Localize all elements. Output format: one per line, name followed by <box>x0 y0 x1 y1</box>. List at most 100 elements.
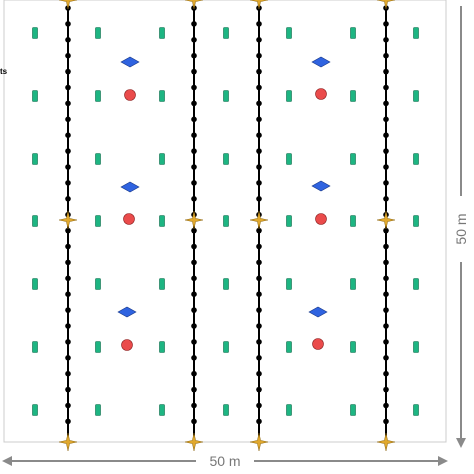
row-node <box>256 243 262 250</box>
row-node <box>191 370 197 377</box>
row-node <box>256 355 262 361</box>
height-label: 50 m <box>453 213 469 244</box>
green-marker-icon <box>159 215 165 227</box>
row-node <box>256 259 262 266</box>
anchor-star-icon <box>249 432 269 452</box>
row-node <box>65 370 71 377</box>
row-node <box>191 227 197 234</box>
red-circle-icon <box>124 89 136 101</box>
row-node <box>256 402 262 409</box>
anchor-points <box>58 0 396 452</box>
row-node <box>256 339 262 345</box>
row-node <box>256 196 262 202</box>
row-node <box>256 148 262 154</box>
row-node <box>191 52 197 59</box>
green-marker-icon <box>286 404 292 416</box>
row-node <box>65 386 71 393</box>
row-node <box>191 132 197 138</box>
green-marker-icon <box>32 90 38 102</box>
row-node <box>383 259 389 266</box>
row-node <box>191 148 197 154</box>
row-node <box>383 84 389 91</box>
row-node <box>191 243 197 250</box>
row-node <box>383 37 389 43</box>
row-node <box>191 21 197 27</box>
row-node <box>65 21 71 27</box>
red-circle-icon <box>315 88 327 100</box>
green-marker-icon <box>350 404 356 416</box>
row-node <box>191 100 197 107</box>
row-node <box>65 116 71 123</box>
green-marker-icon <box>159 90 165 102</box>
row-node <box>191 402 197 409</box>
row-node <box>191 386 197 393</box>
row-node <box>256 68 262 75</box>
row-node <box>383 21 389 27</box>
green-marker-icon <box>95 404 101 416</box>
anchor-star-icon <box>376 0 396 10</box>
green-marker-icon <box>413 404 419 416</box>
row-node <box>65 148 71 154</box>
row-node <box>191 291 197 298</box>
row-node <box>256 100 262 107</box>
row-node <box>256 132 262 138</box>
green-markers <box>32 27 419 416</box>
green-marker-icon <box>95 278 101 290</box>
row-node <box>256 52 262 59</box>
anchor-star-icon <box>184 0 204 10</box>
blue-diamond-icon <box>311 56 331 68</box>
row-node <box>65 291 71 298</box>
green-marker-icon <box>32 404 38 416</box>
row-node <box>65 418 71 425</box>
row-node <box>256 180 262 186</box>
green-marker-icon <box>413 153 419 165</box>
blue-diamond-icon <box>308 306 328 318</box>
row-node <box>191 307 197 313</box>
row-node <box>256 116 262 123</box>
row-node <box>65 68 71 75</box>
green-marker-icon <box>159 341 165 353</box>
row-node <box>191 355 197 361</box>
width-arrow-right-icon <box>438 456 448 466</box>
green-marker-icon <box>413 341 419 353</box>
green-marker-icon <box>223 27 229 39</box>
green-marker-icon <box>413 27 419 39</box>
row-node <box>65 275 71 282</box>
row-node <box>191 196 197 202</box>
row-node <box>191 116 197 123</box>
green-marker-icon <box>350 27 356 39</box>
row-node <box>383 291 389 298</box>
row-node <box>256 323 262 329</box>
row-node <box>256 386 262 393</box>
green-marker-icon <box>223 90 229 102</box>
row-node <box>65 323 71 329</box>
row-node <box>256 21 262 27</box>
green-marker-icon <box>413 215 419 227</box>
green-marker-icon <box>413 90 419 102</box>
row-node <box>65 37 71 43</box>
green-marker-icon <box>32 341 38 353</box>
legend-fragment: ts <box>0 67 8 76</box>
green-marker-icon <box>32 27 38 39</box>
green-marker-icon <box>95 27 101 39</box>
green-marker-icon <box>286 215 292 227</box>
green-marker-icon <box>95 153 101 165</box>
row-node <box>383 116 389 123</box>
row-node <box>383 227 389 234</box>
green-marker-icon <box>95 215 101 227</box>
green-marker-icon <box>159 27 165 39</box>
green-marker-icon <box>95 341 101 353</box>
row-node <box>65 100 71 107</box>
row-node <box>383 402 389 409</box>
row-node <box>191 275 197 282</box>
row-node <box>383 370 389 377</box>
row-node <box>191 164 197 170</box>
width-dimension: 50 m <box>2 453 448 469</box>
green-marker-icon <box>286 341 292 353</box>
green-marker-icon <box>350 90 356 102</box>
green-marker-icon <box>223 278 229 290</box>
anchor-star-icon <box>249 210 269 230</box>
red-markers <box>121 88 327 351</box>
green-marker-icon <box>286 153 292 165</box>
row-node <box>383 355 389 361</box>
